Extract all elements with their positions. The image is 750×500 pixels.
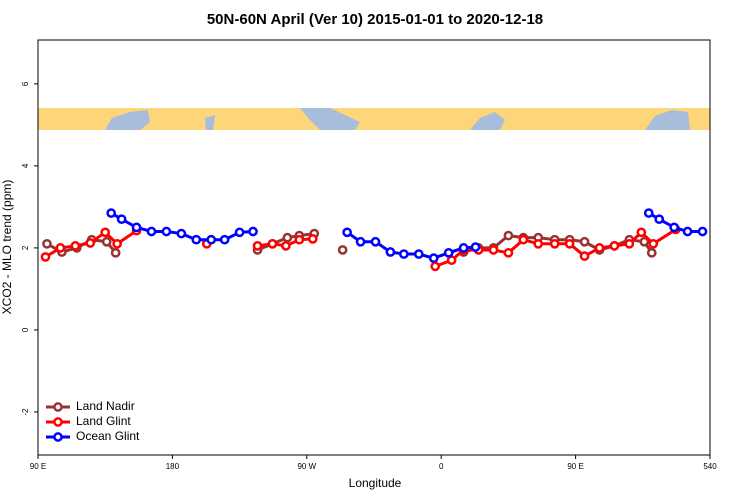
point	[282, 232, 293, 243]
point	[669, 222, 680, 233]
point	[252, 241, 263, 251]
point	[307, 234, 318, 244]
legend-label: Land Glint	[76, 414, 131, 428]
point	[413, 249, 424, 259]
x-tick-label: 180	[166, 462, 180, 471]
point	[697, 226, 708, 237]
legend-point	[53, 402, 63, 412]
point	[85, 238, 96, 248]
point	[40, 252, 51, 262]
point	[55, 243, 66, 253]
map-band	[38, 108, 710, 130]
legend-label: Land Nadir	[76, 399, 135, 413]
point	[219, 234, 230, 245]
point	[191, 234, 202, 245]
point	[639, 236, 650, 247]
point	[648, 238, 659, 249]
point	[385, 247, 396, 257]
point	[176, 228, 187, 239]
x-tick-label: 0	[439, 462, 444, 471]
point	[428, 253, 439, 264]
y-tick-label: -2	[21, 408, 30, 416]
point	[564, 238, 575, 249]
point	[458, 243, 469, 253]
point	[646, 247, 657, 258]
point	[355, 236, 366, 247]
point	[248, 226, 258, 237]
point	[206, 234, 217, 245]
point	[643, 208, 654, 218]
point	[161, 226, 172, 237]
chart-title: 50N-60N April (Ver 10) 2015-01-01 to 202…	[207, 11, 543, 28]
point	[70, 241, 81, 251]
point	[654, 214, 665, 225]
point	[470, 242, 481, 252]
point	[549, 238, 560, 249]
point	[488, 245, 499, 255]
point	[234, 227, 245, 238]
point	[112, 238, 122, 249]
point	[294, 234, 305, 245]
y-tick-label: 0	[21, 327, 30, 332]
point	[146, 226, 157, 237]
point	[399, 249, 409, 259]
point	[337, 245, 348, 255]
point	[116, 214, 127, 225]
point	[446, 255, 457, 266]
point	[131, 222, 142, 233]
y-axis-label: XCO2 - MLO trend (ppm)	[0, 180, 14, 315]
point	[624, 238, 635, 249]
point	[370, 236, 381, 247]
x-tick-label: 90 W	[297, 462, 316, 471]
point	[518, 234, 529, 245]
x-axis-label: Longitude	[349, 476, 402, 490]
point	[533, 238, 544, 249]
point	[281, 241, 291, 251]
point	[503, 230, 514, 241]
point	[101, 236, 112, 247]
y-tick-label: 4	[21, 163, 30, 168]
series-line	[44, 228, 677, 268]
point	[636, 227, 647, 238]
point	[579, 236, 590, 247]
x-tick-label: 90 E	[567, 462, 583, 471]
point	[267, 238, 278, 249]
point	[443, 247, 454, 258]
point	[42, 238, 52, 249]
legend-label: Ocean Glint	[76, 429, 140, 443]
point	[579, 251, 590, 261]
y-tick-label: 6	[21, 81, 30, 86]
legend-point	[53, 417, 63, 427]
point	[100, 227, 111, 238]
point	[110, 247, 121, 258]
x-tick-label: 90 E	[30, 462, 46, 471]
point	[342, 227, 352, 238]
point	[106, 208, 117, 218]
point	[682, 226, 693, 237]
point	[609, 241, 620, 251]
point	[430, 261, 441, 272]
x-tick-label: 540	[703, 462, 717, 471]
point	[594, 243, 605, 253]
y-tick-label: 2	[21, 245, 30, 250]
legend-point	[53, 432, 63, 442]
point	[503, 247, 514, 258]
